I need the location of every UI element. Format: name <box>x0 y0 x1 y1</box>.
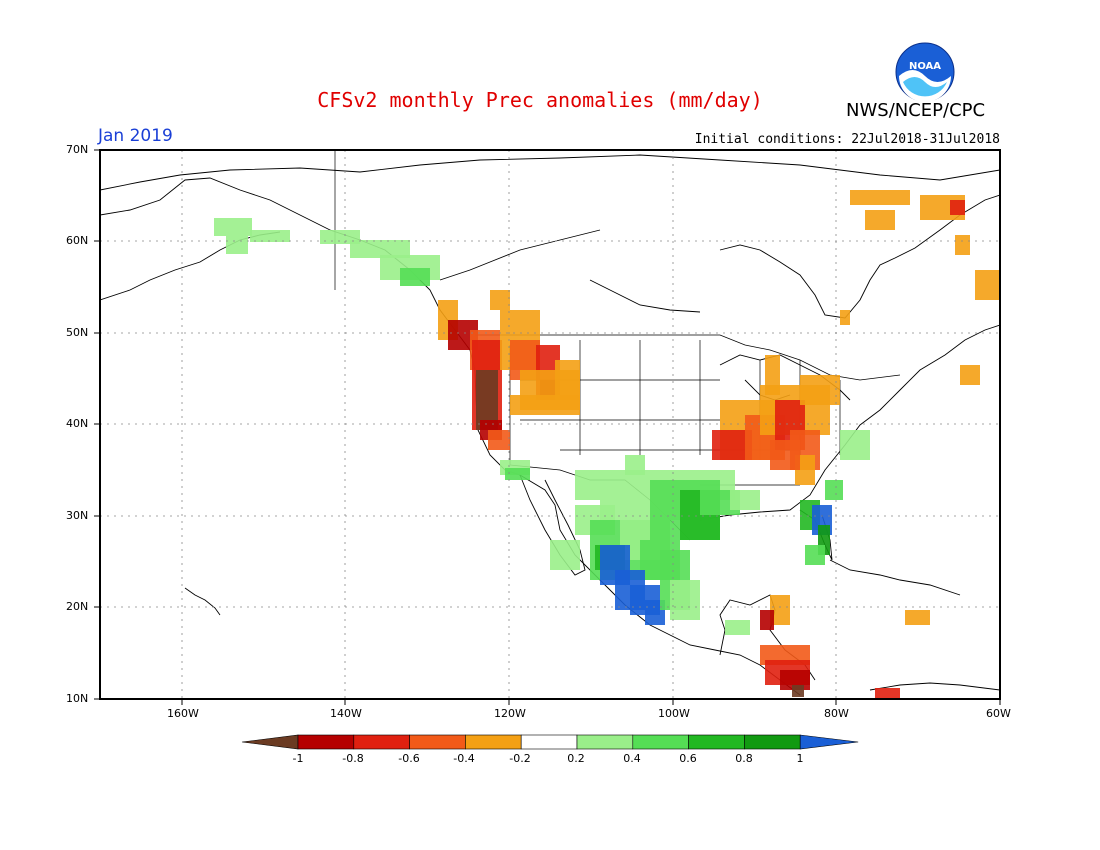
anomaly-cell <box>226 236 248 254</box>
colorbar-label: 0.6 <box>679 752 697 765</box>
anomaly-cell <box>850 190 910 205</box>
colorbar-label: -0.6 <box>398 752 420 765</box>
colorbar-label: -0.2 <box>509 752 531 765</box>
anomaly-cell <box>960 365 980 385</box>
lat-label-50n: 50N <box>66 326 89 339</box>
anomaly-cell <box>488 430 510 450</box>
noaa-logo-icon: NOAA <box>895 42 955 102</box>
colorbar-label: -0.4 <box>453 752 475 765</box>
lon-label-140w: 140W <box>330 707 362 720</box>
org-label: NWS/NCEP/CPC <box>846 100 986 121</box>
colorbar-segment <box>576 734 634 750</box>
anomaly-cell <box>625 455 645 475</box>
anomaly-cell <box>555 360 580 400</box>
colorbar-segment <box>353 734 410 750</box>
colorbar-segment <box>409 734 466 750</box>
lat-label-30n: 30N <box>66 509 89 522</box>
axis-ticks <box>94 149 1001 705</box>
anomaly-cell <box>510 395 580 415</box>
anomaly-cell <box>865 210 895 230</box>
anomaly-cell <box>825 480 843 500</box>
anomaly-cell <box>805 545 825 565</box>
lon-label-80w: 80W <box>824 707 849 720</box>
colorbar-segment <box>297 734 355 750</box>
anomaly-cell <box>400 268 430 286</box>
anomaly-cell <box>800 375 840 405</box>
anomaly-cell <box>730 490 760 510</box>
anomaly-cell <box>214 218 252 236</box>
colorbar-label: 0.4 <box>623 752 641 765</box>
anomaly-cell <box>476 370 498 430</box>
colorbar-segment <box>465 734 522 750</box>
anomaly-cell <box>760 610 774 630</box>
anomaly-cell <box>765 355 780 395</box>
colorbar <box>241 734 859 750</box>
colorbar-segment <box>688 734 745 750</box>
colorbar-segment <box>744 734 801 750</box>
anomaly-cell <box>350 240 410 258</box>
lat-label-40n: 40N <box>66 417 89 430</box>
anomaly-cell <box>490 290 510 310</box>
colorbar-label: 0.8 <box>735 752 753 765</box>
anomaly-cell <box>875 688 900 699</box>
colorbar-segment <box>520 734 578 750</box>
anomaly-cell <box>840 430 870 460</box>
initial-conditions: Initial conditions: 22Jul2018-31Jul2018 <box>694 132 1000 147</box>
colorbar-segment <box>632 734 689 750</box>
forecast-month: Jan 2019 <box>98 126 173 146</box>
colorbar-label: 1 <box>796 752 804 765</box>
lon-label-120w: 120W <box>494 707 526 720</box>
map-title: CFSv2 monthly Prec anomalies (mm/day) <box>317 88 763 112</box>
anomaly-cell <box>770 440 800 470</box>
map-content <box>100 150 1000 699</box>
gridlines <box>100 150 1000 699</box>
lon-label-100w: 100W <box>658 707 690 720</box>
anomaly-cell <box>550 540 580 570</box>
colorbar-arrow-right <box>799 734 859 750</box>
anomaly-cell <box>840 310 850 325</box>
lon-label-60w: 60W <box>986 707 1011 720</box>
colorbar-arrow-left <box>241 734 299 750</box>
anomaly-cell <box>950 200 965 215</box>
anomaly-cells <box>214 190 1000 699</box>
anomaly-cell <box>725 620 750 635</box>
anomaly-cell <box>975 270 1000 300</box>
anomaly-cell <box>505 468 530 480</box>
colorbar-label: -0.8 <box>342 752 364 765</box>
anomaly-cell <box>670 580 700 620</box>
lat-label-10n: 10N <box>66 692 89 705</box>
anomaly-cell <box>770 595 790 625</box>
anomaly-cell <box>792 685 804 697</box>
lat-label-70n: 70N <box>66 143 89 156</box>
colorbar-label: 0.2 <box>567 752 585 765</box>
colorbar-label: -1 <box>292 752 304 765</box>
anomaly-cell <box>250 230 290 242</box>
noaa-logo-text: NOAA <box>909 61 941 72</box>
anomaly-cell <box>955 235 970 255</box>
lon-label-160w: 160W <box>167 707 199 720</box>
anomaly-cell <box>905 610 930 625</box>
lat-label-20n: 20N <box>66 600 89 613</box>
lat-label-60n: 60N <box>66 234 89 247</box>
